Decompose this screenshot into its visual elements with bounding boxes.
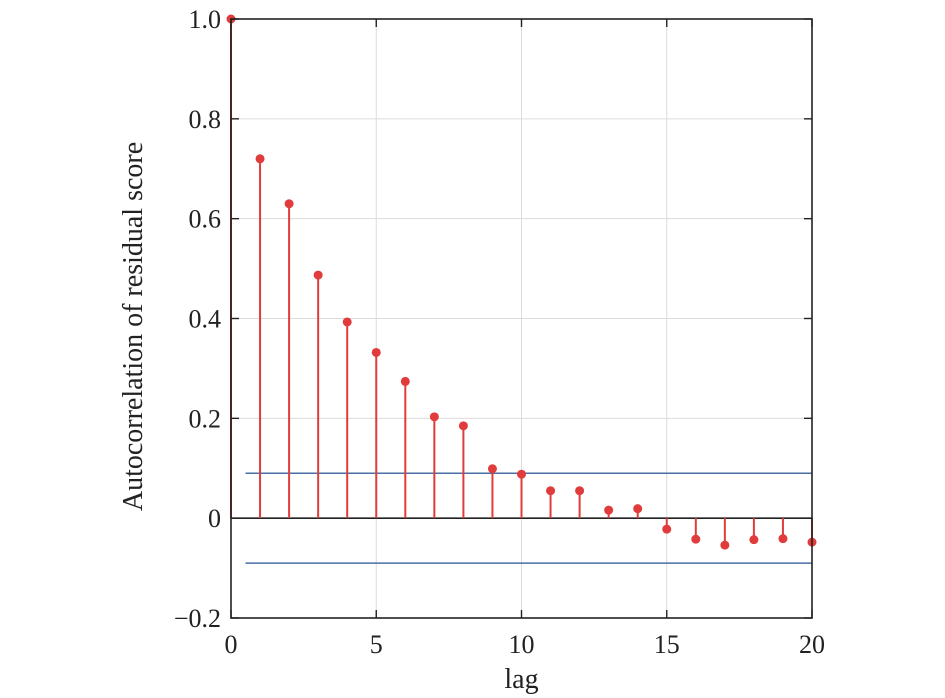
- y-tick-label: −0.2: [174, 604, 221, 633]
- stem-marker: [749, 535, 759, 545]
- x-tick-label: 10: [509, 630, 535, 659]
- y-tick-label: 0.8: [189, 105, 222, 134]
- stem-marker: [313, 270, 323, 280]
- stem-marker: [517, 469, 526, 479]
- x-tick-label: 20: [799, 630, 825, 659]
- y-tick-label: 0: [208, 504, 221, 533]
- y-tick-label: 0.4: [189, 305, 222, 334]
- y-tick-label: 0.2: [189, 404, 222, 433]
- stem-marker: [400, 376, 410, 386]
- x-tick-label: 5: [370, 630, 383, 659]
- x-axis-label: lag: [504, 664, 538, 695]
- stem-marker: [662, 524, 672, 534]
- stem-marker: [429, 412, 439, 422]
- y-tick-label: 0.6: [189, 205, 222, 234]
- stem-marker: [255, 154, 265, 164]
- ticks: 0 5 10 15 20−0.200.20.40.60.81.0: [174, 5, 825, 659]
- stem-marker: [487, 464, 497, 474]
- confidence-bounds: [245, 472, 812, 564]
- stem-marker: [633, 504, 643, 514]
- y-tick-label: 1.0: [189, 5, 222, 34]
- stem-marker: [284, 199, 294, 209]
- stem-marker: [546, 486, 556, 496]
- x-tick-label: 15: [654, 630, 680, 659]
- x-tick-label: 0: [225, 630, 238, 659]
- stem-marker: [342, 317, 352, 327]
- stem-marker: [575, 486, 585, 496]
- stem-marker: [604, 505, 614, 515]
- stem-marker: [691, 534, 701, 544]
- y-axis-label: Autocorrelation of residual score: [118, 142, 149, 511]
- stem-marker: [371, 347, 381, 357]
- stem-marker: [778, 534, 788, 544]
- stem-marker: [458, 421, 468, 431]
- stem-marker: [720, 540, 730, 550]
